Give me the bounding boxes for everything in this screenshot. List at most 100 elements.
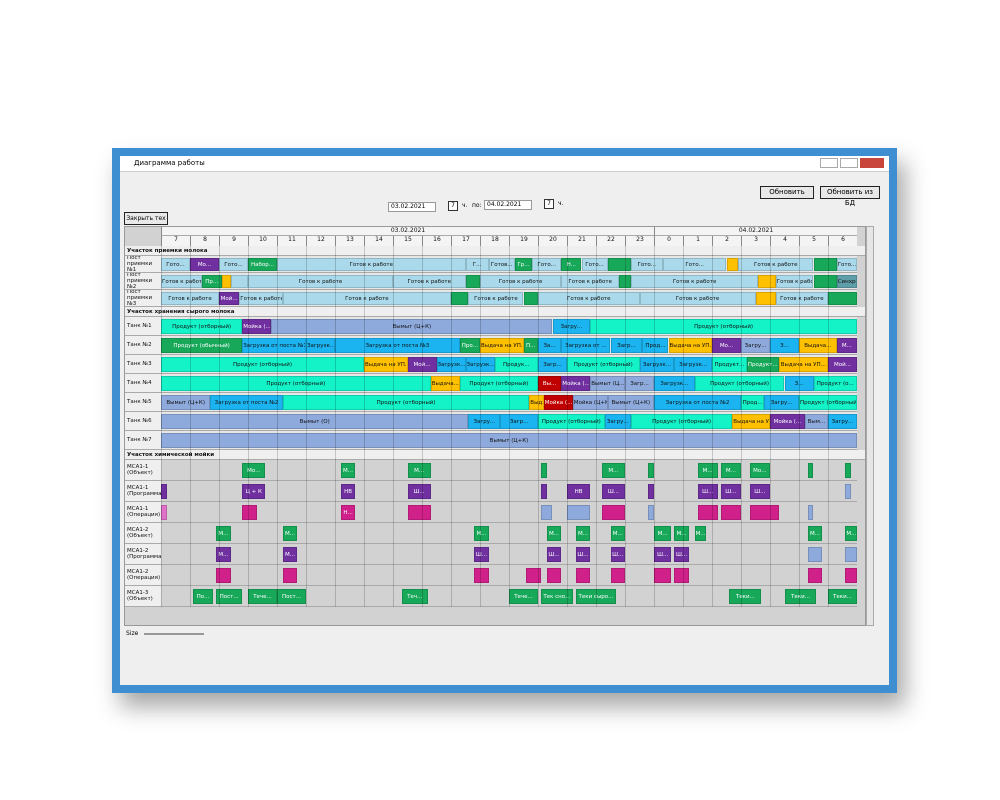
gantt-bar[interactable]: М... xyxy=(340,463,356,478)
from-hour[interactable]: 7 xyxy=(448,201,458,211)
gantt-bar[interactable]: Продукт (отборный) xyxy=(161,376,431,391)
gantt-bar[interactable]: Готов к работе xyxy=(277,258,466,271)
gantt-bar[interactable]: Готов к работе xyxy=(775,275,814,288)
gantt-bar[interactable]: Мойка (Ц+К) xyxy=(572,395,608,410)
gantt-bar[interactable]: Пост... xyxy=(277,589,306,604)
gantt-bar[interactable] xyxy=(230,275,248,288)
gantt-bar[interactable] xyxy=(758,275,776,288)
gantt-bar[interactable] xyxy=(540,463,547,478)
gantt-bar[interactable]: Продукт (отборный) xyxy=(538,414,605,429)
gantt-bar[interactable]: Набор... xyxy=(248,258,277,271)
gantt-bar[interactable]: Загрузка от поста №2 xyxy=(210,395,283,410)
gantt-bar[interactable]: Гото... xyxy=(836,258,857,271)
gantt-bar[interactable] xyxy=(648,505,654,520)
gantt-bar[interactable]: Продукт (отборный) xyxy=(630,414,733,429)
gantt-bar[interactable]: Готов к работе xyxy=(393,275,466,288)
gantt-bar[interactable]: Загрузк... xyxy=(674,357,712,372)
gantt-bar[interactable]: З... xyxy=(770,338,799,353)
gantt-bar[interactable]: Готов к работе xyxy=(738,258,814,271)
gantt-bar[interactable]: Вымыт (Ц+К) xyxy=(607,395,654,410)
gantt-bar[interactable]: Ц + К xyxy=(242,484,266,499)
gantt-bar[interactable]: Загру... xyxy=(828,414,857,429)
gantt-bar[interactable]: Мо... xyxy=(712,338,741,353)
gantt-bar[interactable]: Мойка (... xyxy=(543,395,573,410)
gantt-bar[interactable] xyxy=(451,292,469,305)
gantt-bar[interactable]: Выдача на УП... xyxy=(778,357,828,372)
gantt-bar[interactable] xyxy=(697,505,718,520)
gantt-bar[interactable]: Ш... xyxy=(610,547,625,562)
gantt-bar[interactable] xyxy=(619,275,631,288)
gantt-bar[interactable]: Готов к работе xyxy=(561,275,620,288)
gantt-bar[interactable]: Продукт (обычный) xyxy=(161,338,243,353)
gantt-bar[interactable]: Готов к работе xyxy=(630,275,759,288)
gantt-bar[interactable]: М... xyxy=(282,547,298,562)
gantt-bar[interactable]: Готов к работе xyxy=(775,292,828,305)
gantt-bar[interactable] xyxy=(720,505,741,520)
minimize[interactable] xyxy=(820,158,838,168)
gantt-bar[interactable] xyxy=(813,275,837,288)
gantt-bar[interactable]: М... xyxy=(654,526,672,541)
gantt-bar[interactable]: Тек сно... xyxy=(540,589,573,604)
gantt-bar[interactable] xyxy=(813,258,837,271)
gantt-bar[interactable]: Загру... xyxy=(468,414,501,429)
gantt-bar[interactable] xyxy=(755,292,776,305)
gantt-bar[interactable]: Продук... xyxy=(494,357,538,372)
gantt-bar[interactable]: Вымыт (Ц+К) xyxy=(161,433,857,448)
gantt-bar[interactable] xyxy=(807,568,823,583)
gantt-bar[interactable]: Ш... xyxy=(697,484,718,499)
gantt-bar[interactable]: Вымыт (Ц+К) xyxy=(271,319,553,334)
refresh-button[interactable]: Обновить xyxy=(760,186,814,199)
gantt-bar[interactable]: Гото... xyxy=(581,258,608,271)
gantt-bar[interactable] xyxy=(749,505,779,520)
gantt-bar[interactable]: Загру... xyxy=(764,395,799,410)
gantt-bar[interactable]: Загрузка от поста №1 xyxy=(242,338,306,353)
gantt-bar[interactable]: Загрузк... xyxy=(306,338,335,353)
gantt-bar[interactable]: Загру... xyxy=(741,338,770,353)
gantt-bar[interactable] xyxy=(523,292,538,305)
gantt-bar[interactable] xyxy=(216,568,231,583)
scrollbar[interactable] xyxy=(866,226,874,626)
gantt-bar[interactable]: Загрузк... xyxy=(436,357,466,372)
gantt-bar[interactable]: Выдача... xyxy=(430,376,460,391)
gantt-bar[interactable]: Н... xyxy=(340,505,356,520)
refresh-db-button[interactable]: Обновить из БД xyxy=(820,186,880,207)
gantt-bar[interactable]: Теки... xyxy=(784,589,817,604)
gantt-bar[interactable]: Загр... xyxy=(500,414,538,429)
gantt-bar[interactable]: Продукт (отборный) xyxy=(161,319,243,334)
gantt-bar[interactable]: Мо... xyxy=(749,463,770,478)
gantt-bar[interactable]: Вымыт (Ц... xyxy=(590,376,625,391)
gantt-bar[interactable]: Гото... xyxy=(662,258,727,271)
gantt-bar[interactable]: Мой... xyxy=(828,357,857,372)
gantt-bar[interactable]: Выдача на УП... xyxy=(480,338,524,353)
gantt-bar[interactable]: Продукт... xyxy=(712,357,747,372)
gantt-bar[interactable]: Гото... xyxy=(161,258,190,271)
gantt-bar[interactable]: Синхро... xyxy=(836,275,857,288)
gantt-bar[interactable] xyxy=(575,568,591,583)
gantt-bar[interactable]: Продукт (отборный) xyxy=(694,376,785,391)
gantt-bar[interactable]: Гото... xyxy=(630,258,663,271)
gantt-bar[interactable]: Готов к работе xyxy=(239,292,283,305)
gantt-bar[interactable]: М... xyxy=(610,526,625,541)
gantt-bar[interactable]: Вымыт (Ц+К) xyxy=(161,395,211,410)
gantt-bar[interactable]: Прод... xyxy=(642,338,669,353)
gantt-bar[interactable]: Гото... xyxy=(532,258,562,271)
gantt-bar[interactable]: Продукт (отборный) xyxy=(459,376,538,391)
gantt-bar[interactable]: М... xyxy=(407,463,431,478)
gantt-bar[interactable]: НВ xyxy=(340,484,356,499)
gantt-bar[interactable]: Мойка (... xyxy=(770,414,805,429)
gantt-bar[interactable] xyxy=(845,484,852,499)
gantt-bar[interactable]: Загрузк... xyxy=(639,357,675,372)
gantt-bar[interactable]: Теч... xyxy=(401,589,428,604)
gantt-bar[interactable] xyxy=(674,568,689,583)
gantt-bar[interactable]: Тече... xyxy=(509,589,538,604)
gantt-bar[interactable]: Готов к работе xyxy=(282,292,451,305)
gantt-bar[interactable]: Загр... xyxy=(610,338,643,353)
gantt-bar[interactable]: За... xyxy=(538,338,562,353)
gantt-bar[interactable]: М... xyxy=(601,463,625,478)
gantt-bar[interactable] xyxy=(610,568,625,583)
gantt-bar[interactable]: Теки сыро... xyxy=(575,589,617,604)
gantt-bar[interactable]: М... xyxy=(546,526,562,541)
gantt-bar[interactable]: Готов к работе xyxy=(480,275,562,288)
gantt-bar[interactable]: М... xyxy=(694,526,707,541)
gantt-bar[interactable]: М... xyxy=(836,338,857,353)
